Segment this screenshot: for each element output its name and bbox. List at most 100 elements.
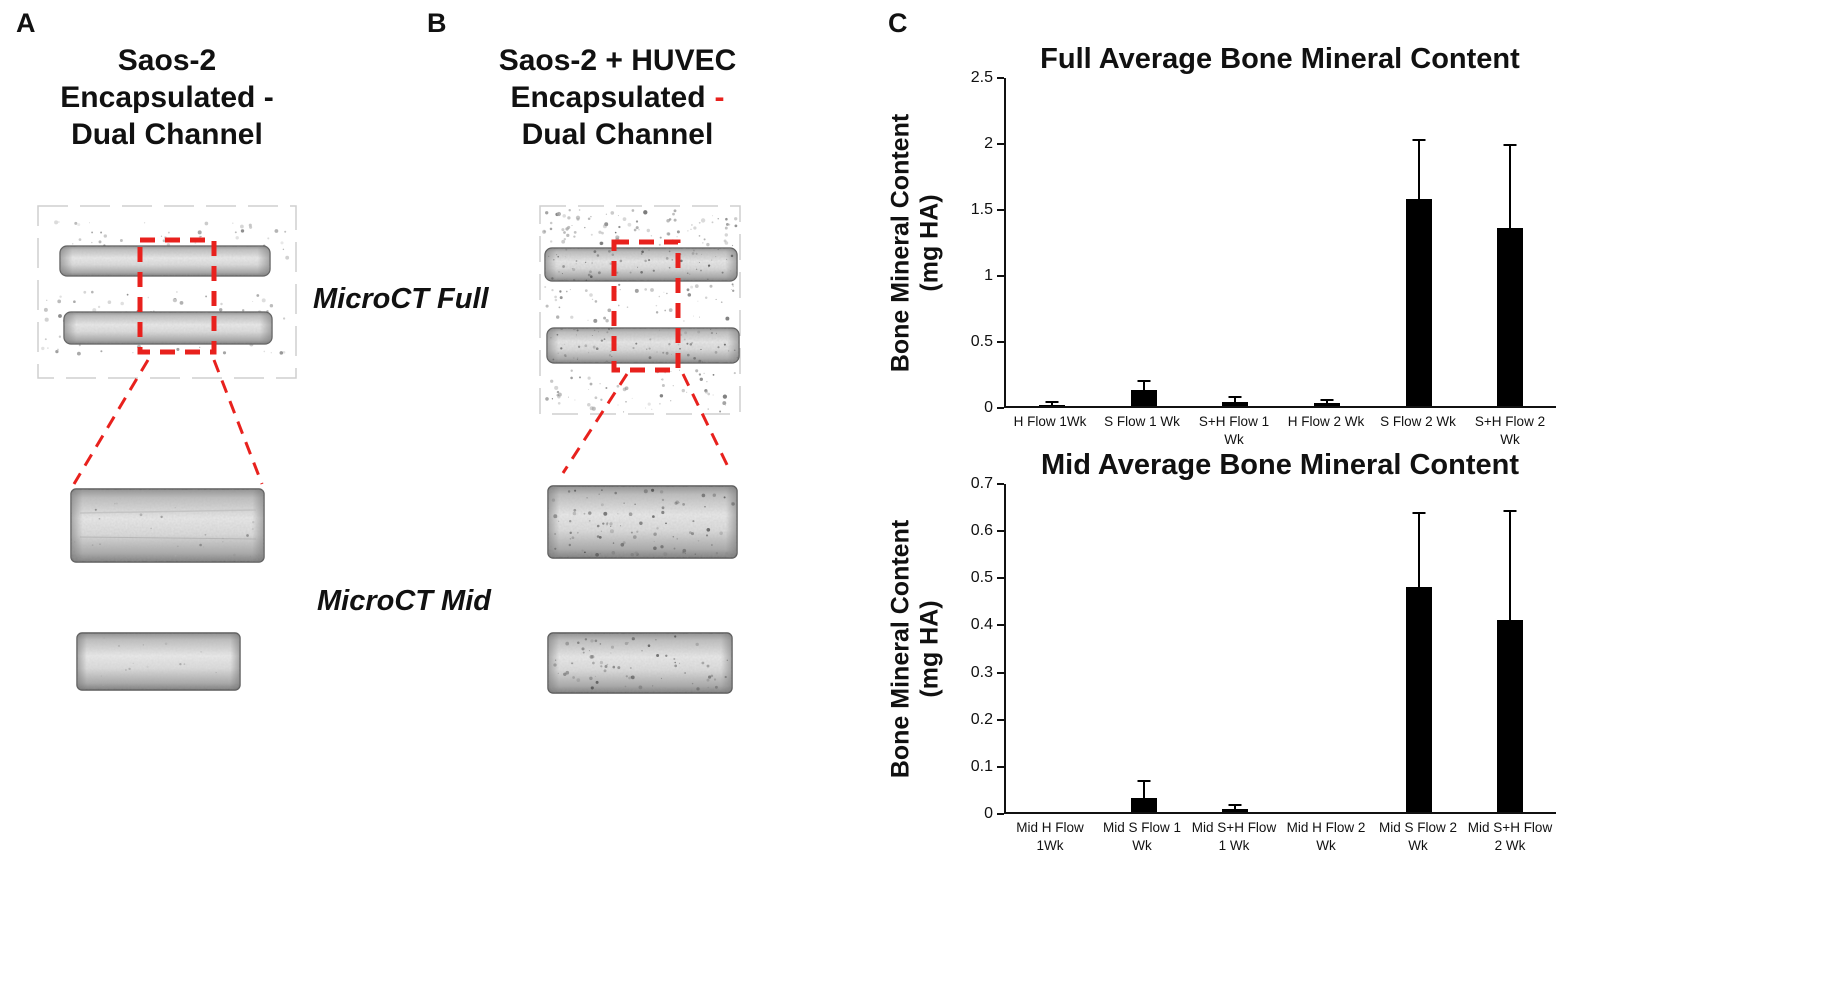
error-bar-cap	[1137, 380, 1150, 383]
error-bar-cap	[1045, 401, 1059, 404]
roi-box-b	[611, 239, 681, 373]
scaffold-rod-top	[59, 245, 271, 277]
y-tick-mark	[997, 813, 1004, 815]
y-tick-mark	[997, 275, 1004, 277]
scaffold-rod-bottom	[546, 327, 740, 364]
scaffold-rod-zoom	[70, 488, 265, 563]
microct-a-zoom-image	[70, 488, 265, 563]
panel-a-title: Saos-2 Encapsulated - Dual Channel	[22, 42, 312, 154]
y-tick-mark	[997, 341, 1004, 343]
y-tick-label: 0.4	[970, 616, 993, 634]
microct-b-zoom-image	[547, 485, 738, 559]
panel-b-label: B	[427, 8, 447, 38]
error-bar-cap	[1320, 398, 1334, 401]
y-tick-label: 0.5	[970, 569, 993, 587]
panel-b-title-line2: Encapsulated -	[450, 79, 785, 116]
bar	[1038, 404, 1065, 406]
error-bar	[1509, 512, 1512, 620]
microct-a-mid-image	[76, 632, 241, 691]
bar-group	[1006, 484, 1098, 812]
y-tick-mark	[997, 407, 1004, 409]
error-bar-cap	[1503, 510, 1517, 513]
category-label: H Flow 2 Wk	[1287, 414, 1365, 429]
error-bar	[1325, 400, 1328, 404]
category-label: H Flow 1Wk	[1013, 414, 1087, 429]
y-axis-title-line1: Bone Mineral Content	[886, 113, 915, 373]
panel-b-title-line2-text: Encapsulated	[510, 81, 706, 115]
bar	[1222, 402, 1249, 406]
scaffold-rod-mid	[547, 632, 733, 694]
gel-block-outline	[37, 205, 297, 379]
rod-pores	[550, 328, 739, 363]
y-tick-label: 0.5	[970, 333, 993, 350]
y-tick-mark	[997, 624, 1004, 627]
error-bar	[1142, 382, 1145, 391]
plot-area	[1004, 484, 1556, 814]
debris-specks	[544, 283, 735, 325]
panel-a-label: A	[16, 8, 36, 38]
microct-b-mid-image	[547, 632, 733, 694]
rod-pores	[548, 248, 734, 281]
scaffold-rod-bottom	[63, 311, 273, 345]
bar	[1497, 227, 1524, 406]
bar	[1222, 809, 1249, 812]
gel-block-outline	[539, 205, 741, 415]
category-label: Mid S+H Flow 1 Wk	[1191, 820, 1277, 854]
chart-title: Mid Average Bone Mineral Content	[1040, 449, 1520, 481]
debris-specks	[545, 368, 736, 413]
y-tick-label: 0	[984, 805, 993, 822]
microct-a-full-image	[37, 205, 297, 379]
y-tick-label: 0.7	[970, 475, 993, 492]
rod-pores	[551, 488, 735, 557]
y-tick-label: 0.6	[970, 522, 993, 540]
panel-c-label: C	[888, 8, 908, 38]
y-tick-mark	[997, 77, 1004, 79]
bar	[1497, 619, 1524, 812]
category-label: S Flow 2 Wk	[1380, 414, 1456, 429]
chart-full-bone-mineral-content: Full Average Bone Mineral Content Bone M…	[884, 34, 1556, 464]
category-label: S+H Flow 2 Wk	[1474, 414, 1546, 448]
panel-b-title-line3: Dual Channel	[521, 118, 714, 152]
y-tick-label: 1	[984, 267, 993, 284]
y-tick-mark	[997, 209, 1004, 211]
scaffold-rod-top	[544, 247, 738, 282]
x-axis-labels: Mid H Flow 1Wk Mid S Flow 1 Wk Mid S+H Flo…	[1004, 814, 1556, 870]
y-tick-label: 0	[984, 399, 993, 416]
rod-pores	[553, 635, 728, 691]
plot-area	[1004, 78, 1556, 408]
y-tick-label: 1.5	[970, 201, 993, 218]
y-axis: 0 0.5 1 1.5 2 2.5	[946, 69, 1004, 416]
y-axis-title-line1: Bone Mineral Content	[886, 519, 915, 779]
bar-group	[1098, 484, 1190, 812]
error-bar	[1050, 403, 1053, 405]
bar-group	[1189, 484, 1281, 812]
y-tick-mark	[997, 671, 1004, 674]
bar	[1405, 198, 1432, 406]
panel-a-title-line2: Encapsulated -	[60, 81, 274, 115]
chart-mid-bone-mineral-content: Mid Average Bone Mineral Content Bone Mi…	[884, 440, 1556, 870]
y-tick-label: 0.2	[970, 710, 993, 728]
y-axis: 0 0.1 0.2 0.3 0.4 0.5 0.6 0.7	[946, 475, 1004, 822]
y-tick-label: 0.3	[970, 663, 993, 681]
y-axis-title-line2: (mg HA)	[915, 600, 943, 698]
y-tick-mark	[997, 765, 1004, 768]
bar	[1130, 390, 1157, 406]
y-tick-label: 2	[984, 135, 993, 152]
category-label: Mid H Flow 1Wk	[1016, 820, 1084, 854]
error-bar	[1417, 514, 1420, 588]
bar-group	[1464, 484, 1556, 812]
bar-group	[1281, 78, 1373, 406]
category-label: S Flow 1 Wk	[1104, 414, 1180, 429]
rod-pores	[100, 637, 217, 686]
error-bar-cap	[1228, 396, 1242, 399]
zoom-lines-b	[561, 373, 733, 474]
y-tick-label: 2.5	[970, 69, 993, 86]
bar-group	[1281, 484, 1373, 812]
y-tick-mark	[997, 530, 1004, 533]
bar-group	[1373, 484, 1465, 812]
panel-b-title-line1: Saos-2 + HUVEC	[498, 44, 737, 77]
microct-b-full-image	[539, 205, 741, 415]
error-bar	[1234, 806, 1237, 810]
x-axis-labels: H Flow 1Wk S Flow 1 Wk S+H Flow 1 Wk H Flow…	[1004, 408, 1556, 464]
